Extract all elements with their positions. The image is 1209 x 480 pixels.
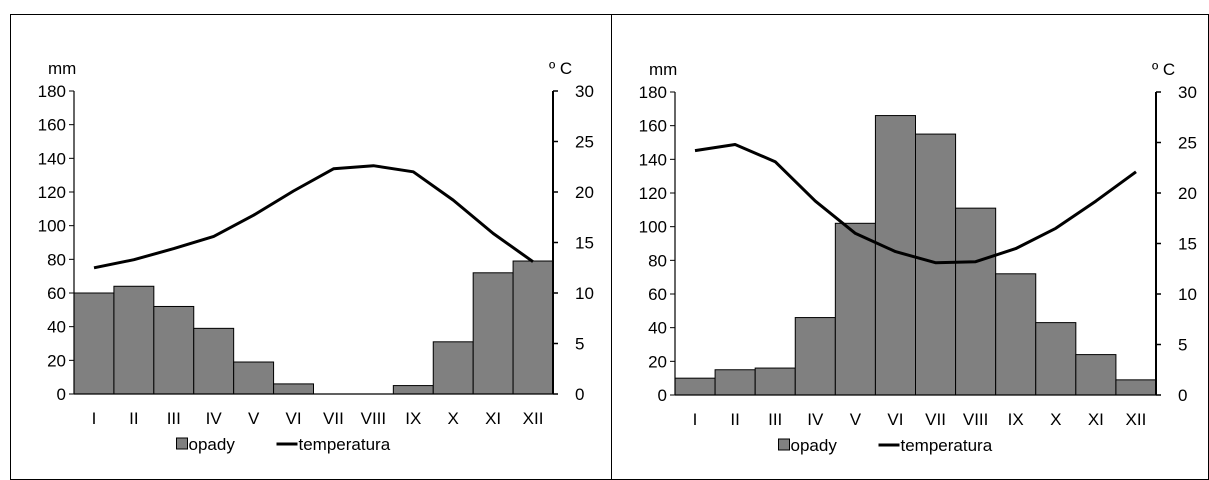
chart1-right-tick-label-30: 30 xyxy=(575,82,594,101)
chart1-left-tick-label-60: 60 xyxy=(47,284,66,303)
chart2-x-tick-label-VIII: VIII xyxy=(963,410,989,429)
chart1-bar-IX xyxy=(392,385,434,395)
chart2-x-tick-label-II: II xyxy=(730,410,739,429)
chart2-x-tick-label-III: III xyxy=(768,410,782,429)
chart2-x-tick-label-I: I xyxy=(693,410,698,429)
chart1-x-tick-label-VI: VI xyxy=(286,409,302,428)
chart2-x-tick-label-XI: XI xyxy=(1088,410,1104,429)
chart1-right-tick-label-10: 10 xyxy=(575,284,594,303)
chart1-bar-XII xyxy=(512,260,554,395)
chart1-legend-temperatura-label: temperatura xyxy=(299,435,391,454)
chart1-x-tick-label-IV: IV xyxy=(206,409,223,428)
chart2-left-tick-label-80: 80 xyxy=(648,251,667,270)
chart2-legend-opady-swatch xyxy=(778,438,790,451)
chart1-x-tick-label-III: III xyxy=(167,409,181,428)
chart2-bar-XI xyxy=(1075,354,1117,396)
chart1-left-tick-label-160: 160 xyxy=(38,116,66,135)
chart2-right-tick-label-30: 30 xyxy=(1178,83,1197,102)
chart2-bar-XII xyxy=(1115,379,1157,396)
chart2-right-axis-label: º C xyxy=(1152,60,1175,79)
chart2-left-axis-label: mm xyxy=(649,60,677,79)
chart1-x-tick-label-X: X xyxy=(448,409,459,428)
chart2-left-tick-label-60: 60 xyxy=(648,285,667,304)
chart2-left-tick-label-140: 140 xyxy=(639,150,667,169)
chart1-x-tick-label-XI: XI xyxy=(485,409,501,428)
chart1-x-tick-label-IX: IX xyxy=(405,409,421,428)
chart2-x-tick-label-XII: XII xyxy=(1126,410,1147,429)
chart1-x-tick-label-I: I xyxy=(92,409,97,428)
chart2-left-tick-label-160: 160 xyxy=(639,117,667,136)
chart1-left-tick-label-40: 40 xyxy=(47,318,66,337)
chart2-bar-II xyxy=(714,369,756,396)
chart2-x-tick-label-IV: IV xyxy=(807,410,824,429)
chart1-left-axis-label: mm xyxy=(48,59,76,78)
chart2-legend-temperatura-label: temperatura xyxy=(901,436,993,455)
chart2-x-tick-label-IX: IX xyxy=(1008,410,1024,429)
chart1-x-tick-label-XII: XII xyxy=(523,409,544,428)
chart1-legend-opady-label: opady xyxy=(189,435,236,454)
chart1-right-tick-label-5: 5 xyxy=(575,335,584,354)
chart2-left-tick-label-120: 120 xyxy=(639,184,667,203)
chart1-left-tick-label-20: 20 xyxy=(47,351,66,370)
chart1-left-tick-label-140: 140 xyxy=(38,149,66,168)
chart1-bar-IV xyxy=(193,327,235,395)
chart2-x-tick-label-X: X xyxy=(1050,410,1061,429)
chart2-right-tick-label-5: 5 xyxy=(1178,336,1187,355)
chart2-bar-VII xyxy=(915,133,957,396)
chart2-legend-opady-label: opady xyxy=(791,436,838,455)
chart1-right-tick-label-15: 15 xyxy=(575,234,594,253)
chart1-bar-II xyxy=(113,285,155,395)
chart1-bar-VI xyxy=(273,383,315,395)
chart1-temperature-line xyxy=(93,164,534,270)
chart2-bar-I xyxy=(674,377,716,396)
chart2-bar-VIII xyxy=(955,207,997,396)
chart1-x-tick-label-VIII: VIII xyxy=(361,409,387,428)
chart1-bar-XI xyxy=(472,272,514,395)
chart2-left-tick-label-180: 180 xyxy=(639,83,667,102)
chart2-left-tick-label-20: 20 xyxy=(648,352,667,371)
chart2-left-tick-label-0: 0 xyxy=(658,386,667,405)
chart1-x-tick-label-V: V xyxy=(248,409,260,428)
chart1-right-axis-label: º C xyxy=(549,59,572,78)
chart1-right-tick-label-0: 0 xyxy=(575,385,584,404)
chart1-left-tick-label-180: 180 xyxy=(38,82,66,101)
chart1-right-tick-label-20: 20 xyxy=(575,183,594,202)
chart1-bar-V xyxy=(233,361,275,395)
chart2-bar-III xyxy=(754,367,796,396)
chart2-right-tick-label-25: 25 xyxy=(1178,134,1197,153)
chart2-right-tick-label-20: 20 xyxy=(1178,184,1197,203)
chart2-bar-IX xyxy=(995,273,1037,396)
chart1-bar-X xyxy=(432,341,474,395)
chart2-x-tick-label-V: V xyxy=(850,410,862,429)
chart2-bar-V xyxy=(834,222,876,396)
chart2-right-tick-label-15: 15 xyxy=(1178,235,1197,254)
chart1-left-tick-label-100: 100 xyxy=(38,217,66,236)
chart1-left-tick-label-120: 120 xyxy=(38,183,66,202)
chart1-left-tick-label-0: 0 xyxy=(57,385,66,404)
chart1-bar-I xyxy=(73,292,115,395)
chart2-left-tick-label-100: 100 xyxy=(639,218,667,237)
chart2-right-tick-label-0: 0 xyxy=(1178,386,1187,405)
chart1-bar-III xyxy=(153,305,195,395)
chart2-right-tick-label-10: 10 xyxy=(1178,285,1197,304)
chart2-bar-IV xyxy=(794,317,836,396)
chart1-right-tick-label-25: 25 xyxy=(575,133,594,152)
chart1-x-tick-label-VII: VII xyxy=(323,409,344,428)
chart1-x-tick-label-II: II xyxy=(129,409,138,428)
chart2-x-tick-label-VII: VII xyxy=(925,410,946,429)
chart2-left-tick-label-40: 40 xyxy=(648,319,667,338)
chart1-left-tick-label-80: 80 xyxy=(47,250,66,269)
chart2-x-tick-label-VI: VI xyxy=(887,410,903,429)
chart2-temperature-line xyxy=(694,143,1137,265)
chart2-bar-X xyxy=(1035,322,1077,396)
chart1-legend-opady-swatch xyxy=(176,437,188,450)
